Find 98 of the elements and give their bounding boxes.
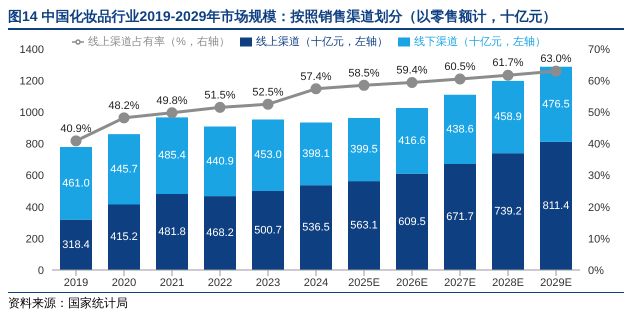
y2-tick-label: 40%	[588, 138, 610, 151]
y2-tick-label: 50%	[588, 107, 610, 120]
bar	[396, 174, 428, 270]
data-label: 739.2	[494, 206, 522, 218]
x-tick-label: 2022	[208, 276, 232, 289]
data-label: 416.6	[398, 134, 426, 147]
point	[406, 76, 418, 88]
bar	[444, 164, 476, 270]
data-label: 58.5%	[348, 67, 380, 80]
point	[454, 73, 466, 84]
data-label: 536.5	[302, 222, 330, 234]
data-label: 811.4	[542, 200, 570, 212]
data-label: 51.5%	[204, 89, 236, 102]
y-tick-label: 200	[26, 233, 44, 246]
bar	[156, 194, 188, 270]
bar	[348, 118, 380, 182]
point	[166, 107, 178, 118]
data-label: 609.5	[398, 216, 426, 228]
data-label: 671.7	[446, 210, 474, 223]
y2-tick-label: 10%	[588, 233, 610, 246]
data-label: 61.7%	[492, 57, 524, 70]
data-label: 60.5%	[444, 60, 476, 73]
legend-label: 线下渠道（十亿元，左轴）	[414, 36, 546, 48]
bar	[300, 122, 332, 186]
bar	[396, 108, 428, 174]
bar	[156, 117, 188, 194]
y2-tick-label: 70%	[588, 44, 610, 56]
bar	[540, 66, 572, 142]
legend-label: 线上渠道（十亿元，左轴）	[256, 36, 388, 48]
y-tick-label: 600	[26, 170, 44, 182]
point	[502, 70, 514, 81]
bar	[108, 204, 140, 270]
point	[118, 112, 130, 124]
bar	[252, 119, 284, 191]
bar	[204, 126, 236, 196]
data-label: 318.4	[62, 238, 90, 251]
text: 资料来源：国家统计局	[8, 292, 624, 312]
x-tick-label: 2028E	[492, 276, 524, 289]
bar	[204, 196, 236, 270]
data-label: 52.5%	[252, 86, 284, 98]
x-tick-label: 2026E	[396, 276, 428, 289]
chart-title: 图14 中国化妆品行业2019-2029年市场规模：按照销售渠道划分（以零售额计，十亿元）	[8, 8, 624, 30]
data-label: 57.4%	[300, 70, 332, 83]
bar	[444, 94, 476, 164]
data-label: 63.0%	[540, 53, 572, 66]
data-label: 399.5	[350, 144, 378, 156]
y2-tick-label: 60%	[588, 75, 610, 88]
point	[358, 80, 370, 91]
y2-tick-label: 20%	[588, 202, 610, 214]
x-tick-label: 2027E	[444, 276, 476, 289]
data-label: 453.0	[254, 149, 282, 162]
bar	[60, 146, 92, 220]
x-tick-label: 2029E	[540, 276, 572, 289]
bar	[348, 181, 380, 270]
data-label: 49.8%	[156, 94, 188, 107]
y-tick-label: 1200	[20, 75, 44, 88]
y-tick-label: 1400	[20, 44, 44, 56]
data-label: 440.9	[206, 155, 234, 168]
data-label: 468.2	[206, 227, 234, 240]
data-label: 476.5	[542, 98, 570, 110]
legend-label: 线上渠道占有率（%，右轴）	[88, 36, 230, 48]
bar	[540, 142, 572, 270]
y2-tick-label: 0%	[588, 264, 604, 277]
y-tick-label: 1000	[20, 107, 44, 120]
data-label: 415.2	[110, 231, 138, 244]
x-tick-label: 2020	[112, 276, 136, 289]
point	[310, 83, 322, 94]
bar	[492, 80, 524, 154]
bar	[300, 185, 332, 270]
bar	[60, 220, 92, 270]
data-label: 40.9%	[60, 122, 92, 135]
data-label: 485.4	[158, 150, 186, 162]
y-tick-label: 800	[26, 138, 44, 151]
bar	[492, 153, 524, 270]
data-label: 445.7	[110, 163, 138, 176]
x-tick-label: 2025E	[348, 276, 380, 289]
data-label: 461.0	[62, 177, 90, 190]
bar	[108, 134, 140, 204]
data-label: 398.1	[302, 148, 330, 160]
y2-tick-label: 30%	[588, 170, 610, 182]
data-label: 438.6	[446, 123, 474, 136]
point	[550, 66, 562, 77]
point	[214, 102, 226, 113]
y-tick-label: 400	[26, 202, 44, 214]
x-tick-label: 2019	[64, 276, 88, 289]
data-label: 481.8	[158, 226, 186, 238]
data-label: 48.2%	[108, 100, 140, 112]
data-label: 500.7	[254, 224, 282, 236]
point	[70, 135, 82, 146]
x-tick-label: 2024	[304, 276, 328, 289]
x-tick-label: 2023	[256, 276, 280, 289]
point	[262, 98, 274, 110]
data-label: 563.1	[350, 220, 378, 232]
x-tick-label: 2021	[160, 276, 184, 289]
bar	[252, 190, 284, 270]
y-tick-label: 0	[38, 264, 44, 277]
data-label: 458.9	[494, 111, 522, 124]
data-label: 59.4%	[396, 64, 428, 76]
